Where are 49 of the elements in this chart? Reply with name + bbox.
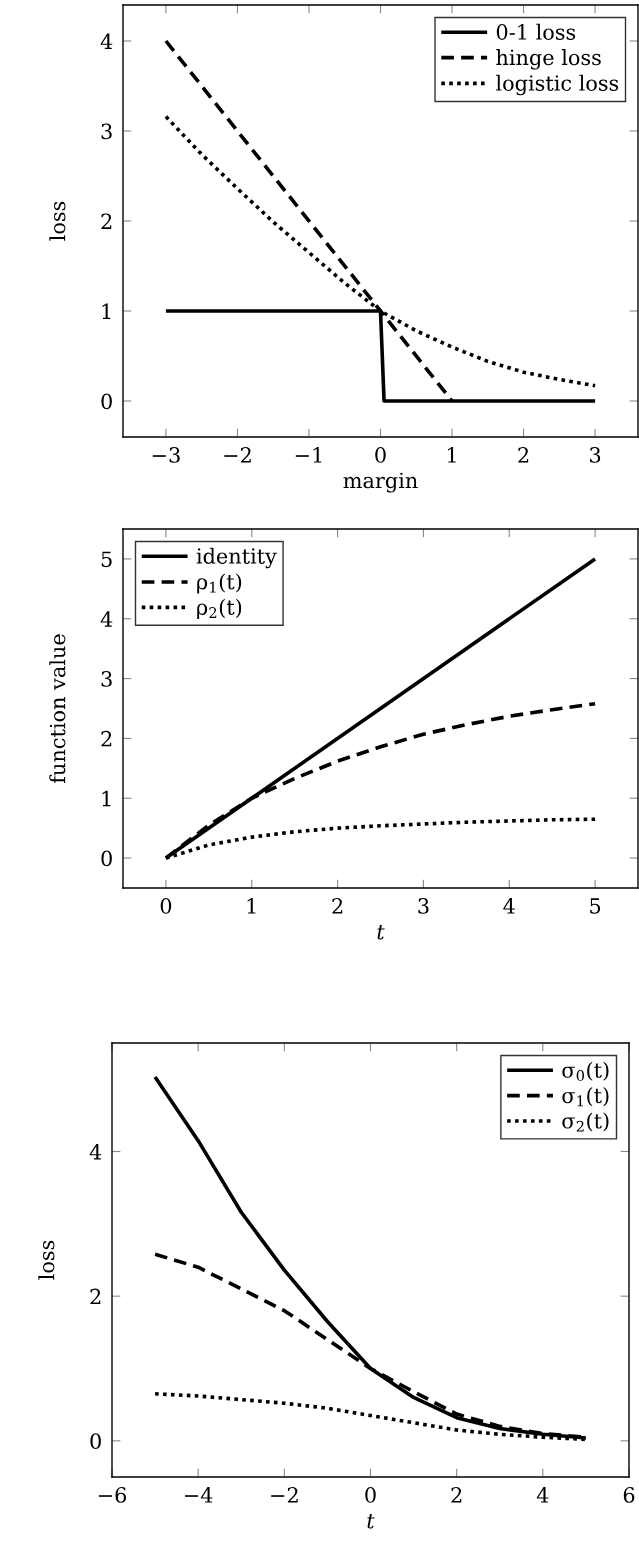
legend-label: identity: [196, 547, 277, 569]
legend-label: σ$_{0}$(t): [562, 1061, 609, 1082]
y-axis-title: loss: [38, 1240, 55, 1280]
x-tick-label: 5: [590, 898, 601, 914]
y-tick-label: 1: [102, 303, 111, 319]
x-tick-label: −1: [295, 447, 322, 463]
y-tick-label: 3: [101, 123, 112, 140]
legend-label: logistic loss: [496, 74, 619, 96]
x-tick-label: −3: [152, 447, 180, 463]
y-tick-label: 2: [101, 213, 112, 229]
y-tick-label: 1: [102, 790, 111, 807]
y-axis-title: loss: [49, 201, 66, 241]
legend-label: 0-1 loss: [496, 23, 576, 40]
x-tick-label: 2: [451, 1487, 462, 1503]
x-tick-label: 0: [365, 1487, 376, 1503]
legend-label: σ$_{1}$(t): [562, 1087, 609, 1107]
x-tick-label: −2: [271, 1487, 298, 1503]
y-tick-label: 0: [101, 850, 112, 867]
x-axis-title: t: [377, 925, 385, 940]
x-tick-label: 1: [447, 447, 456, 463]
legend-label: ρ$_{2}$(t): [197, 598, 242, 619]
legend-label: σ$_{2}$(t): [562, 1112, 609, 1132]
x-tick-label: −4: [185, 1487, 213, 1503]
x-tick-label: 0: [375, 447, 386, 463]
x-tick-label: 4: [536, 1487, 549, 1503]
legend-label: hinge loss: [496, 49, 601, 70]
x-tick-label: −2: [224, 447, 251, 463]
y-tick-label: 2: [101, 730, 112, 747]
y-tick-label: 0: [101, 393, 112, 410]
y-tick-label: 4: [89, 1143, 102, 1160]
y-tick-label: 0: [90, 1433, 101, 1450]
x-tick-label: −6: [98, 1487, 127, 1503]
x-tick-label: 2: [332, 898, 343, 914]
x-tick-label: 3: [590, 447, 601, 463]
x-tick-label: 6: [623, 1487, 635, 1503]
y-tick-label: 2: [90, 1288, 101, 1305]
x-axis-title: t: [367, 1514, 375, 1529]
y-tick-label: 3: [101, 671, 112, 687]
y-tick-label: 4: [100, 33, 113, 49]
y-axis-title: function value: [49, 634, 66, 783]
x-tick-label: 2: [518, 447, 529, 463]
x-tick-label: 1: [247, 898, 256, 914]
x-tick-label: 4: [503, 898, 515, 914]
legend-label: ρ$_{1}$(t): [197, 573, 242, 594]
x-tick-label: 3: [418, 898, 429, 914]
x-axis-title: margin: [343, 472, 418, 493]
y-tick-label: 5: [101, 551, 112, 568]
y-tick-label: 4: [100, 611, 113, 627]
x-tick-label: 0: [160, 898, 172, 914]
